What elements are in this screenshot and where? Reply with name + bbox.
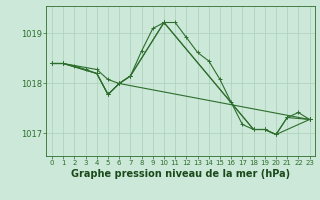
X-axis label: Graphe pression niveau de la mer (hPa): Graphe pression niveau de la mer (hPa) (71, 169, 290, 179)
